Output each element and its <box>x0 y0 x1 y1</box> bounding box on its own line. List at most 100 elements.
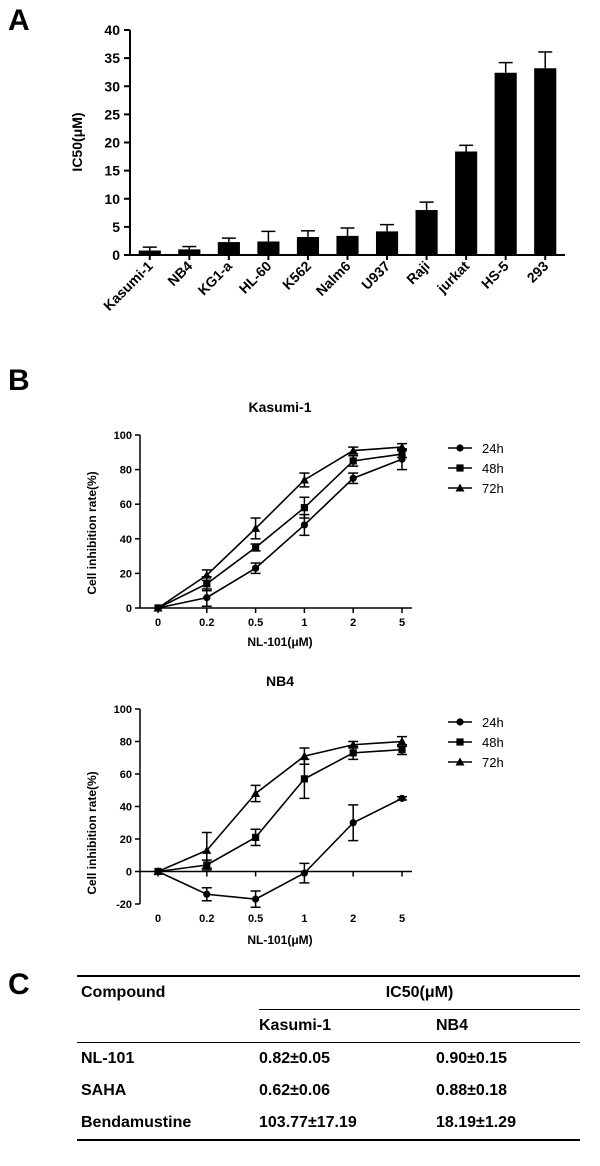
y-tick-label: 20 <box>120 568 132 580</box>
bar <box>138 250 161 255</box>
header-kasumi: Kasumi-1 <box>259 1009 436 1043</box>
y-tick-label: 20 <box>120 834 132 846</box>
row-nb4-value: 18.19±1.29 <box>436 1107 580 1141</box>
marker-square <box>300 775 308 783</box>
y-tick-label: 40 <box>104 22 120 38</box>
header-compound: Compound <box>77 975 259 1010</box>
marker-triangle <box>251 523 261 532</box>
x-tick-label: 5 <box>399 913 405 925</box>
marker-square <box>252 543 260 552</box>
marker-square <box>456 464 464 472</box>
table-subheader-row: Kasumi-1 NB4 <box>77 1009 580 1043</box>
x-tick-label: 0.2 <box>199 617 214 629</box>
marker-square <box>300 504 308 512</box>
marker-triangle <box>202 570 212 579</box>
bar <box>257 241 280 255</box>
x-tick-label: HL-60 <box>236 258 275 297</box>
marker-square <box>203 580 211 588</box>
y-tick-label: 80 <box>120 737 132 749</box>
x-tick-label: U937 <box>358 258 393 293</box>
legend: 24h 48h 72h <box>448 441 504 496</box>
row-compound: NL-101 <box>81 1050 135 1067</box>
marker-triangle <box>348 740 358 749</box>
x-tick-label: 1 <box>301 617 307 629</box>
nb4-line-chart: NB4 Cell inhibition rate(%) NL-101(μM) -… <box>85 673 504 947</box>
x-tick-label: 293 <box>524 258 552 286</box>
marker-square <box>456 738 464 746</box>
marker-triangle <box>348 446 358 455</box>
marker-circle <box>252 564 260 572</box>
y-tick-label: 5 <box>112 219 120 235</box>
chart-title: NB4 <box>266 673 294 689</box>
series-line-72h <box>157 446 403 609</box>
marker-square <box>349 457 357 465</box>
y-tick-label: 20 <box>104 135 120 151</box>
marker-square <box>398 450 406 458</box>
legend: 24h 48h 72h <box>448 715 504 770</box>
x-tick-label: 1 <box>301 913 307 925</box>
row-kasumi-value: 0.62±0.06 <box>259 1082 331 1099</box>
x-tick-label: NB4 <box>164 258 195 289</box>
plot-area: 0 20 40 60 80 100 0 0.2 0.5 1 2 5 <box>114 430 412 629</box>
marker-triangle <box>299 475 309 484</box>
x-tick-label: Raji <box>403 258 432 287</box>
series-line-72h <box>157 740 403 873</box>
bar <box>178 249 201 255</box>
marker-circle <box>203 890 211 898</box>
table-row: NL-101 0.82±0.05 0.90±0.15 <box>77 1043 580 1076</box>
y-tick-label: 40 <box>120 802 132 814</box>
bars <box>138 51 557 255</box>
legend-label: 72h <box>482 481 504 496</box>
table-row: Bendamustine 103.77±17.19 18.19±1.29 <box>77 1107 580 1141</box>
y-tick-label: 30 <box>104 78 120 94</box>
marker-triangle <box>251 789 261 797</box>
bar <box>494 72 517 255</box>
marker-triangle <box>202 845 212 854</box>
marker-circle <box>300 869 308 877</box>
series-line-48h <box>157 453 403 609</box>
marker-triangle <box>153 867 163 875</box>
row-compound: Bendamustine <box>77 1107 259 1141</box>
y-tick-label: 60 <box>120 769 132 781</box>
kasumi-line-chart: B Kasumi-1 Cell inhibition rate(%) NL-10… <box>8 364 504 649</box>
marker-triangle <box>455 483 465 492</box>
bar <box>375 231 399 255</box>
legend-label: 24h <box>482 441 504 456</box>
x-tick-label: 0.2 <box>199 913 214 925</box>
panel-label-b: B <box>8 364 30 397</box>
marker-square <box>349 749 357 757</box>
x-tick-label: K562 <box>279 258 314 293</box>
row-kasumi-value: 0.82±0.05 <box>259 1050 331 1067</box>
x-axis-title: NL-101(μM) <box>247 933 312 947</box>
row-kasumi-value: 103.77±17.19 <box>259 1107 436 1141</box>
table-header-row: Compound IC50(μM) <box>77 975 580 1010</box>
x-tick-label: 0 <box>155 913 161 925</box>
bar <box>296 237 320 255</box>
table-row: SAHA 0.62±0.06 0.88±0.18 <box>77 1075 580 1107</box>
bar <box>455 151 478 255</box>
x-tick-label: HS-5 <box>478 258 512 292</box>
y-tick-label: 100 <box>114 430 132 442</box>
marker-circle <box>203 594 211 602</box>
y-tick-label: 0 <box>126 603 132 615</box>
panel-label-a: A <box>8 4 30 37</box>
bar <box>415 210 438 255</box>
y-tick-label: 0 <box>126 867 132 879</box>
x-tick-label: 0.5 <box>248 617 263 629</box>
header-ic50: IC50(μM) <box>259 975 580 1010</box>
x-tick-label: jurkat <box>433 258 472 297</box>
ic50-table-panel: C Compound IC50(μM) Kasumi-1 NB4 NL-101 … <box>0 960 600 1166</box>
marker-circle <box>398 794 406 802</box>
y-tick-label: 60 <box>120 499 132 511</box>
x-axis-title: NL-101(μM) <box>247 635 312 649</box>
marker-triangle <box>299 751 309 760</box>
series-line-24h <box>157 458 403 609</box>
marker-circle <box>349 474 357 482</box>
x-tick-label: Kasumi-1 <box>100 258 156 314</box>
y-axis-title: Cell inhibition rate(%) <box>85 771 99 894</box>
y-tick-label: 15 <box>104 163 120 179</box>
marker-triangle <box>397 737 407 745</box>
series-line-48h <box>157 748 403 873</box>
x-tick-label: Nalm6 <box>313 258 354 299</box>
row-nb4-value: 0.88±0.18 <box>436 1082 508 1099</box>
